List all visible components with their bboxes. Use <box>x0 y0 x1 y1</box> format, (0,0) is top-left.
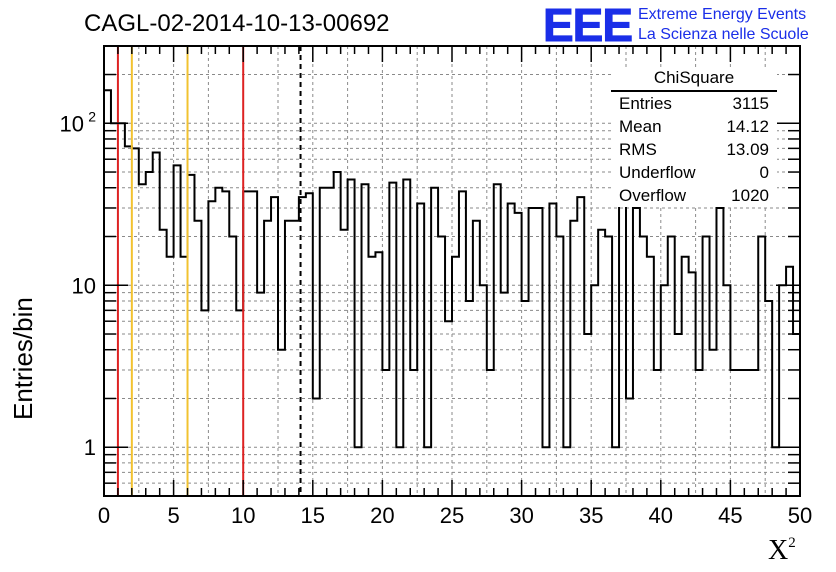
histogram-outline <box>104 89 800 496</box>
stats-key: Mean <box>619 117 662 136</box>
x-tick-label: 45 <box>718 503 742 528</box>
stats-value: 0 <box>759 163 769 182</box>
stats-row-mean: Mean 14.12 <box>619 115 769 138</box>
stats-row-rms: RMS 13.09 <box>619 138 769 161</box>
stats-key: Underflow <box>619 163 696 182</box>
x-tick-label: 15 <box>301 503 325 528</box>
logo-text-line1: Extreme Energy Events <box>638 6 807 23</box>
x-tick-label: 40 <box>649 503 673 528</box>
stats-row-overflow: Overflow 1020 <box>619 184 769 207</box>
x-tick-label: 35 <box>579 503 603 528</box>
chart-title: CAGL-02-2014-10-13-00692 <box>84 10 390 37</box>
stats-divider <box>611 90 777 92</box>
stats-key: RMS <box>619 140 657 159</box>
stats-value: 3115 <box>732 94 769 113</box>
x-tick-label: 30 <box>509 503 533 528</box>
stats-value: 1020 <box>731 186 769 205</box>
x-tick-label: 20 <box>370 503 394 528</box>
x-tick-label: 0 <box>98 503 110 528</box>
x-tick-label: 5 <box>167 503 179 528</box>
x-tick-label: 25 <box>440 503 464 528</box>
stats-box: ChiSquare Entries 3115 Mean 14.12 RMS 13… <box>611 67 777 207</box>
stats-key: Overflow <box>619 186 687 205</box>
eee-logo-mark: EEE <box>542 0 633 51</box>
stats-value: 13.09 <box>726 140 769 159</box>
y-tick-label: 10 <box>72 273 96 298</box>
stats-value: 14.12 <box>726 117 769 136</box>
x-axis-label: X2 <box>768 535 796 567</box>
x-axis-label-superscript: 2 <box>788 535 796 551</box>
stats-row-underflow: Underflow 0 <box>619 161 769 184</box>
y-axis-label: Entries/bin <box>8 297 38 420</box>
stats-title: ChiSquare <box>653 68 735 87</box>
y-tick-label: 1 <box>84 435 96 460</box>
y-tick-label: 10 <box>60 111 84 136</box>
y-tick-label-exponent: 2 <box>88 108 96 124</box>
x-axis-label-base: X <box>768 535 789 566</box>
x-tick-label: 50 <box>788 503 812 528</box>
logo-text-line2: La Scienza nelle Scuole <box>638 26 809 43</box>
stats-row-entries: Entries 3115 <box>619 92 769 115</box>
eee-logo: EEE Extreme Energy Events La Scienza nel… <box>542 0 836 51</box>
stats-key: Entries <box>619 94 672 113</box>
x-tick-label: 10 <box>231 503 255 528</box>
